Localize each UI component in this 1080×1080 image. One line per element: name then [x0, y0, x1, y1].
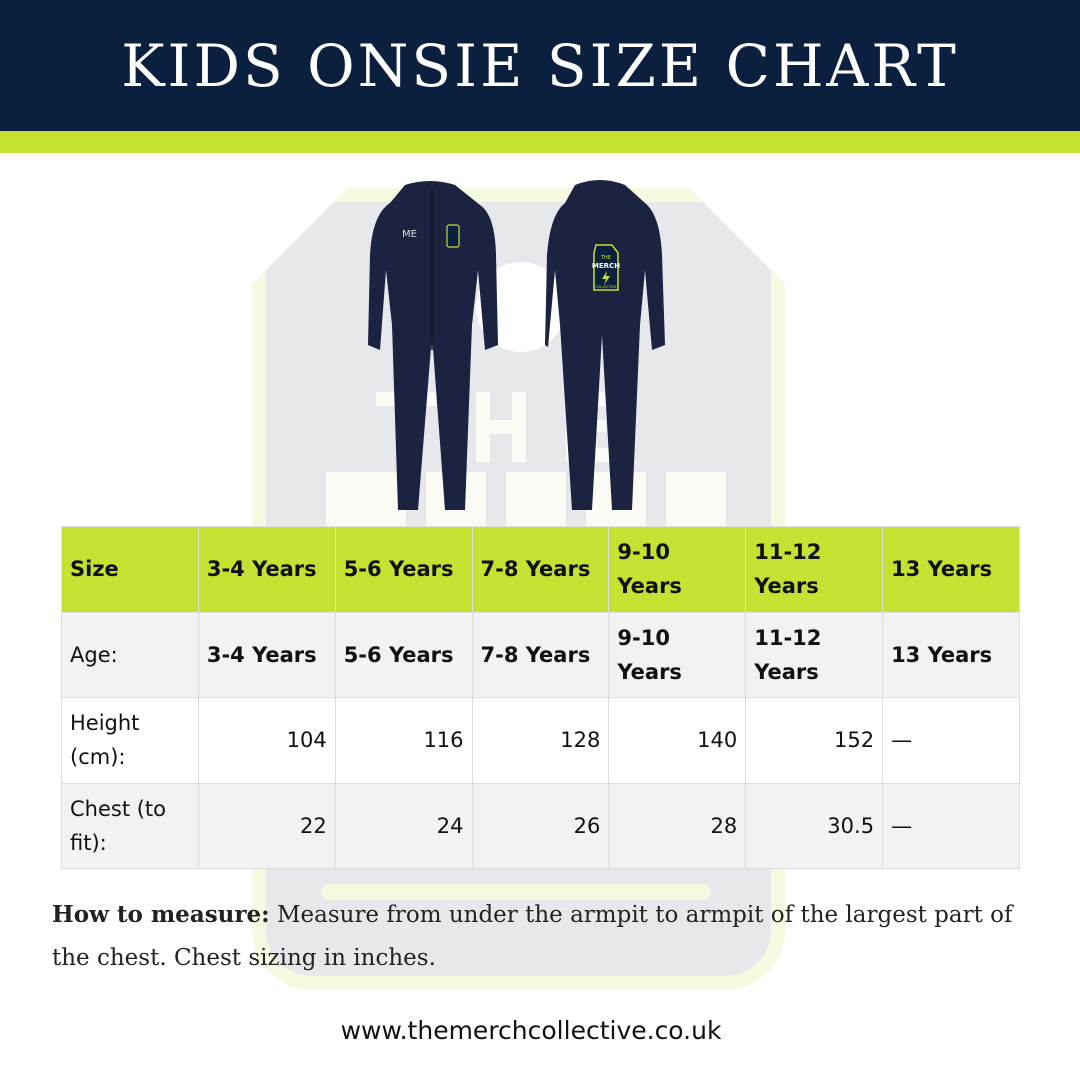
table-cell: — [882, 697, 1020, 784]
table-cell: 3-4 Years [197, 611, 336, 698]
onsie-back: THE MERCH COLLECTIVE [545, 180, 665, 510]
page-title: KIDS ONSIE SIZE CHART [121, 31, 959, 100]
table-cell: 104 [197, 697, 336, 784]
onsie-product-image: ME THE MERCH COLLECTIVE [368, 180, 665, 510]
table-cell: 140 [608, 697, 747, 784]
table-cell: 7-8 Years [471, 611, 610, 698]
header-cell: 7-8 Years [471, 526, 610, 613]
table-cell: 28 [608, 782, 747, 869]
table-header-row: Size 3-4 Years 5-6 Years 7-8 Years 9-10 … [61, 526, 1020, 613]
header-cell: 13 Years [882, 526, 1020, 613]
logo-text: THE [600, 255, 611, 261]
logo-text: MERCH [592, 262, 620, 270]
table-cell: 30.5 [745, 782, 884, 869]
header-cell: 11-12 Years [745, 526, 884, 613]
website-url: www.themerchcollective.co.uk [340, 1016, 722, 1045]
measure-label: How to measure: [52, 901, 270, 928]
row-label: Chest (to fit): [61, 782, 199, 869]
header-cell: Size [61, 526, 199, 613]
lightning-icon [602, 271, 610, 285]
header-banner: KIDS ONSIE SIZE CHART [0, 0, 1080, 131]
table-cell: 5-6 Years [334, 611, 473, 698]
table-cell: 24 [334, 782, 473, 869]
size-table: Size 3-4 Years 5-6 Years 7-8 Years 9-10 … [61, 526, 1020, 869]
table-row-age: Age: 3-4 Years 5-6 Years 7-8 Years 9-10 … [61, 611, 1020, 698]
table-row-chest: Chest (to fit): 22 24 26 28 30.5 — [61, 782, 1020, 869]
accent-stripe [0, 131, 1080, 153]
table-cell: 11-12 Years [745, 611, 884, 698]
front-print-text: ME [402, 229, 417, 240]
table-cell: 152 [745, 697, 884, 784]
row-label: Age: [61, 611, 199, 698]
measure-text: Measure from under the armpit to armpit … [52, 902, 1013, 971]
table-cell: 9-10 Years [608, 611, 747, 698]
header-cell: 3-4 Years [197, 526, 336, 613]
measure-instructions: How to measure: Measure from under the a… [52, 893, 1032, 980]
watermark-line-collective [321, 884, 711, 900]
header-cell: 5-6 Years [334, 526, 473, 613]
table-cell: 13 Years [882, 611, 1020, 698]
header-cell: 9-10 Years [608, 526, 747, 613]
table-cell: 22 [197, 782, 336, 869]
logo-text: COLLECTIVE [595, 285, 617, 289]
onsie-front: ME [368, 181, 498, 510]
row-label: Height (cm): [61, 697, 199, 784]
table-row-height: Height (cm): 104 116 128 140 152 — [61, 697, 1020, 784]
table-cell: 116 [334, 697, 473, 784]
table-cell: 128 [471, 697, 610, 784]
table-cell: — [882, 782, 1020, 869]
table-cell: 26 [471, 782, 610, 869]
